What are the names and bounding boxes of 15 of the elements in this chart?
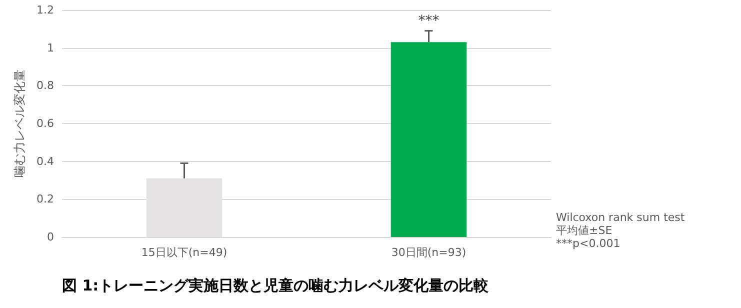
text: ***p<0.001 [556, 237, 620, 250]
y-tick-label: 0.4 [36, 154, 54, 168]
x-tick-label: 15日以下(n=49) [141, 246, 228, 259]
text: Wilcoxon rank sum test [556, 211, 686, 224]
x-tick-label: 30日間(n=93) [391, 246, 466, 259]
annotation: *** [418, 12, 440, 29]
text: 平均値±SE [556, 224, 612, 237]
y-tick-label: 0.2 [36, 192, 54, 206]
y-tick-label: 0 [47, 230, 54, 244]
y-axis-title: 噛む力レベル変化量 [12, 70, 27, 178]
text: 図 1:トレーニング実施日数と児童の噛む力レベル変化量の比較 [62, 276, 490, 294]
y-tick-label: 0.8 [36, 79, 54, 92]
y-tick-label: 1.2 [36, 4, 54, 16]
y-tick-label: 0.6 [36, 117, 54, 130]
y-tick-label: 1 [47, 41, 54, 54]
